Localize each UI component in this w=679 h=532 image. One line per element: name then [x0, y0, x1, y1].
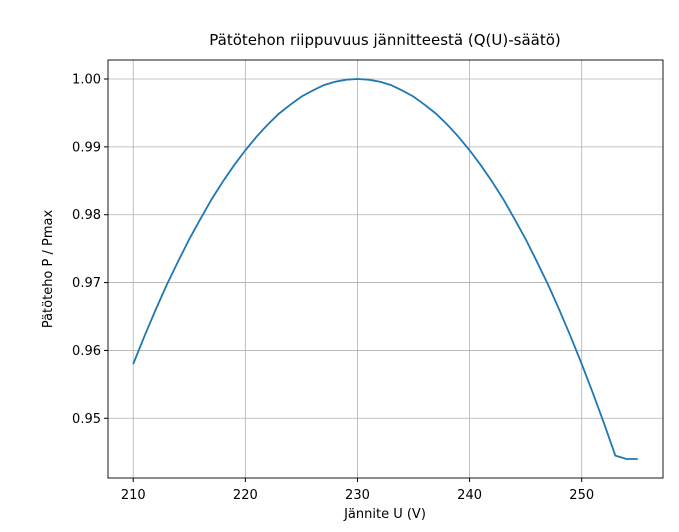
plot-frame — [107, 59, 664, 479]
y-tick-label: 0.95 — [72, 412, 101, 427]
y-axis-label: Pätöteho P / Pmax — [41, 210, 56, 329]
y-tick-label: 1.00 — [72, 73, 101, 88]
chart-title: Pätötehon riippuvuus jännitteestä (Q(U)-… — [209, 31, 561, 49]
x-tick-label: 220 — [233, 488, 258, 503]
x-tick-label: 240 — [457, 488, 482, 503]
y-tick-label: 0.96 — [72, 344, 101, 359]
x-tick-label: 230 — [345, 488, 370, 503]
x-axis-label: Jännite U (V) — [343, 507, 426, 522]
y-tick-label: 0.99 — [72, 140, 101, 155]
y-tick-label: 0.97 — [72, 276, 101, 291]
line-series — [132, 78, 638, 460]
y-tick-label: 0.98 — [72, 208, 101, 223]
x-tick-label: 210 — [121, 488, 146, 503]
x-tick-label: 250 — [569, 488, 594, 503]
